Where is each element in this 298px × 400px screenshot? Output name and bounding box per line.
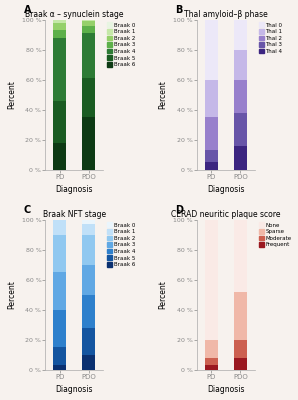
- Bar: [53, 310, 66, 347]
- Text: D: D: [175, 204, 183, 214]
- Bar: [82, 220, 95, 224]
- Text: B: B: [175, 4, 182, 14]
- Bar: [53, 143, 66, 170]
- Y-axis label: Percent: Percent: [7, 280, 16, 309]
- X-axis label: Diagnosis: Diagnosis: [56, 386, 93, 394]
- Y-axis label: Percent: Percent: [7, 80, 16, 109]
- Bar: [53, 347, 66, 365]
- Bar: [82, 224, 95, 234]
- Legend: Braak 0, Braak 1, Braak 2, Braak 3, Braak 4, Braak 5, Braak 6: Braak 0, Braak 1, Braak 2, Braak 3, Braa…: [107, 22, 135, 67]
- Bar: [82, 295, 95, 328]
- Bar: [53, 22, 66, 30]
- Bar: [82, 33, 95, 78]
- Title: Thal amyloid–β phase: Thal amyloid–β phase: [184, 10, 268, 19]
- Bar: [234, 20, 247, 50]
- Bar: [53, 30, 66, 38]
- Bar: [82, 78, 95, 117]
- Bar: [205, 340, 218, 358]
- Bar: [82, 26, 95, 33]
- Title: Braak NFT stage: Braak NFT stage: [43, 210, 106, 219]
- Bar: [234, 220, 247, 292]
- Bar: [205, 220, 218, 340]
- Bar: [53, 38, 66, 101]
- Bar: [205, 80, 218, 117]
- Bar: [205, 358, 218, 365]
- Title: Braak α – synuclein stage: Braak α – synuclein stage: [25, 10, 124, 19]
- Bar: [205, 20, 218, 80]
- X-axis label: Diagnosis: Diagnosis: [56, 186, 93, 194]
- Bar: [205, 117, 218, 150]
- Bar: [234, 358, 247, 370]
- Y-axis label: Percent: Percent: [159, 280, 167, 309]
- Text: A: A: [24, 4, 31, 14]
- Bar: [205, 150, 218, 162]
- Bar: [53, 365, 66, 370]
- Bar: [82, 265, 95, 295]
- Bar: [234, 340, 247, 358]
- Bar: [53, 101, 66, 143]
- Bar: [205, 365, 218, 370]
- Legend: Thal 0, Thal 1, Thal 2, Thal 3, Thal 4: Thal 0, Thal 1, Thal 2, Thal 3, Thal 4: [259, 22, 283, 54]
- Bar: [82, 20, 95, 21]
- X-axis label: Diagnosis: Diagnosis: [207, 186, 245, 194]
- Legend: Braak 0, Braak 1, Braak 2, Braak 3, Braak 4, Braak 5, Braak 6: Braak 0, Braak 1, Braak 2, Braak 3, Braa…: [107, 222, 135, 267]
- Bar: [53, 220, 66, 234]
- Bar: [53, 272, 66, 310]
- Y-axis label: Percent: Percent: [159, 80, 167, 109]
- Bar: [82, 21, 95, 26]
- Bar: [205, 162, 218, 170]
- X-axis label: Diagnosis: Diagnosis: [207, 386, 245, 394]
- Legend: None, Sparse, Moderate, Frequent: None, Sparse, Moderate, Frequent: [259, 222, 291, 247]
- Title: CERAD neuritic plaque score: CERAD neuritic plaque score: [171, 210, 281, 219]
- Bar: [234, 292, 247, 340]
- Bar: [234, 113, 247, 146]
- Bar: [53, 234, 66, 272]
- Bar: [234, 50, 247, 80]
- Bar: [82, 355, 95, 370]
- Bar: [82, 117, 95, 170]
- Bar: [53, 20, 66, 22]
- Bar: [234, 146, 247, 170]
- Bar: [82, 328, 95, 355]
- Bar: [234, 80, 247, 113]
- Text: C: C: [24, 204, 31, 214]
- Bar: [82, 234, 95, 265]
